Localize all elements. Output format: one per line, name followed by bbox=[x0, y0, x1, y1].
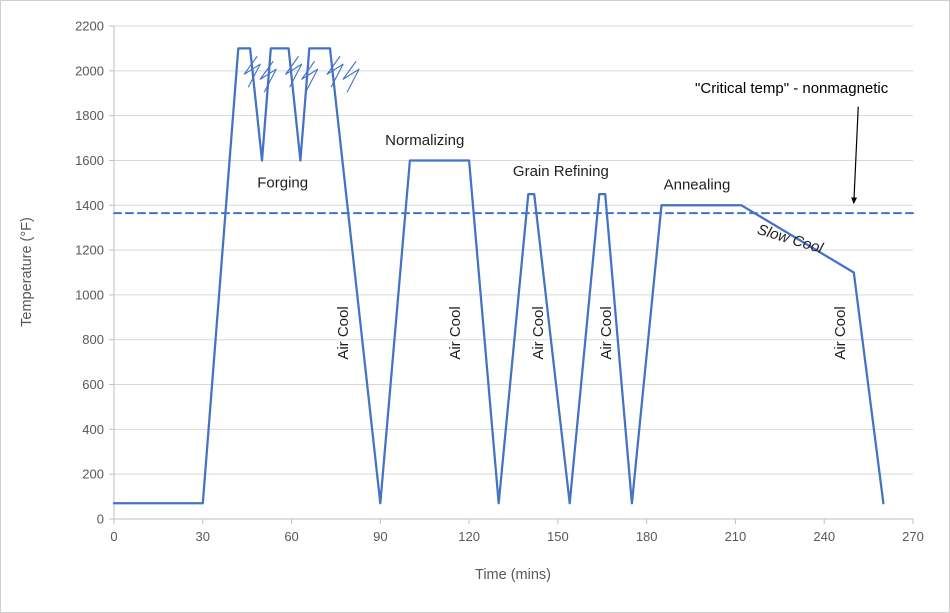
hammer-strike-mark bbox=[285, 55, 319, 93]
critical-temp-annotation: "Critical temp" - nonmagnetic bbox=[695, 80, 889, 97]
hammer-strike-marks bbox=[243, 55, 360, 93]
x-tick-label: 0 bbox=[110, 529, 117, 544]
annotation-arrow bbox=[851, 106, 859, 205]
x-tick-label: 120 bbox=[458, 529, 480, 544]
x-tick-label: 150 bbox=[547, 529, 569, 544]
x-tick-label: 270 bbox=[902, 529, 924, 544]
x-tick-label: 30 bbox=[196, 529, 210, 544]
process-label: Air Cool bbox=[598, 306, 615, 359]
strike-stroke bbox=[243, 55, 261, 88]
process-label: Air Cool bbox=[335, 306, 352, 359]
process-label: Annealing bbox=[664, 177, 731, 194]
process-label: Air Cool bbox=[447, 306, 464, 359]
x-tick-label: 60 bbox=[284, 529, 298, 544]
x-axis-title: Time (mins) bbox=[475, 567, 551, 583]
y-tick-label: 1400 bbox=[75, 198, 104, 213]
y-tick-label: 2200 bbox=[75, 19, 104, 34]
hammer-strike-mark bbox=[243, 55, 277, 93]
y-tick-label: 600 bbox=[82, 377, 104, 392]
y-tick-label: 1600 bbox=[75, 153, 104, 168]
axes: 0 30 60 90 120 150 180 210 240 270 0 200 400 600 800 10… bbox=[75, 19, 924, 545]
y-tick-label: 2000 bbox=[75, 63, 104, 78]
process-label: Grain Refining bbox=[513, 163, 609, 180]
y-tick-label: 1000 bbox=[75, 287, 104, 302]
process-label: Air Cool bbox=[832, 306, 849, 359]
process-label: Forging bbox=[257, 174, 308, 191]
y-tick-label: 0 bbox=[97, 512, 104, 527]
strike-stroke bbox=[301, 60, 319, 93]
gridlines bbox=[114, 25, 913, 475]
strike-stroke bbox=[259, 60, 277, 93]
series-lines bbox=[112, 47, 914, 505]
process-labels: Forging Normalizing Grain Refining Annealin… bbox=[257, 132, 849, 360]
x-tick-label: 210 bbox=[725, 529, 747, 544]
y-tick-label: 1800 bbox=[75, 108, 104, 123]
y-tick-label: 1200 bbox=[75, 243, 104, 258]
process-label: Normalizing bbox=[385, 132, 464, 149]
x-tick-label: 90 bbox=[373, 529, 387, 544]
y-axis-title: Temperature (°F) bbox=[19, 217, 35, 327]
x-tick-label: 180 bbox=[636, 529, 658, 544]
process-label: Air Cool bbox=[530, 306, 547, 359]
y-tick-label: 200 bbox=[82, 467, 104, 482]
strike-stroke bbox=[285, 55, 303, 88]
annotation-group: "Critical temp" - nonmagnetic bbox=[695, 80, 889, 205]
process-label: Slow Cool bbox=[755, 221, 825, 257]
y-tick-label: 400 bbox=[82, 422, 104, 437]
hammer-strike-mark bbox=[326, 55, 360, 93]
heat-treatment-profile bbox=[112, 47, 885, 505]
y-tick-label: 800 bbox=[82, 332, 104, 347]
strike-stroke bbox=[342, 60, 360, 93]
x-tick-label: 240 bbox=[813, 529, 835, 544]
strike-stroke bbox=[326, 55, 344, 88]
